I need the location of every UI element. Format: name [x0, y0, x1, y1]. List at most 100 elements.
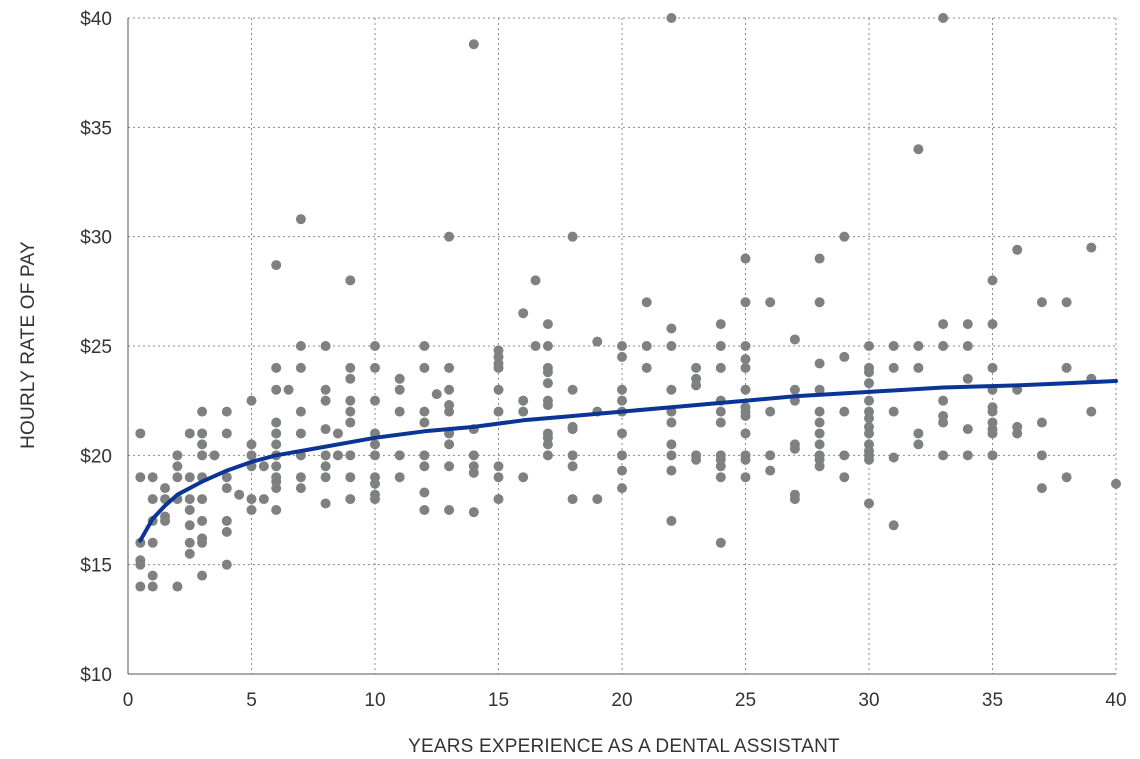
data-point [444, 231, 455, 242]
data-point [839, 406, 850, 417]
x-tick-label: 30 [858, 690, 879, 711]
x-tick-label: 20 [611, 690, 632, 711]
data-point [493, 362, 504, 373]
data-point [184, 505, 195, 515]
data-point [666, 384, 677, 395]
data-point [295, 341, 306, 351]
data-point [295, 406, 306, 417]
data-point [518, 406, 529, 417]
data-point [345, 450, 356, 461]
data-point [135, 472, 146, 483]
data-point [962, 319, 973, 330]
data-point [394, 406, 405, 417]
data-point [1061, 297, 1072, 308]
data-point [246, 439, 257, 450]
data-point [234, 489, 245, 500]
data-point [814, 358, 825, 369]
data-point [814, 297, 825, 308]
data-point [592, 494, 603, 505]
data-point [493, 472, 504, 483]
data-point [765, 297, 776, 308]
data-point [394, 450, 405, 461]
data-point [913, 362, 924, 373]
data-point [345, 362, 356, 373]
data-point [567, 424, 578, 435]
data-point [987, 319, 998, 330]
data-point [617, 341, 627, 351]
scatter-points [135, 13, 1121, 592]
data-point [394, 472, 405, 483]
data-point [666, 450, 677, 461]
data-point [864, 413, 874, 424]
data-point [295, 214, 306, 225]
data-point [839, 351, 850, 362]
data-point [864, 378, 874, 389]
data-point [1111, 478, 1121, 489]
data-point [468, 450, 479, 461]
data-point [271, 505, 282, 515]
data-point [197, 439, 208, 450]
data-point [715, 537, 726, 548]
data-point [962, 450, 973, 461]
data-point [197, 570, 208, 581]
y-tick-label: $20 [80, 446, 112, 467]
data-point [394, 373, 405, 384]
data-point [938, 13, 949, 23]
data-point [419, 362, 430, 373]
data-point [1036, 297, 1047, 308]
data-point [715, 406, 726, 417]
data-point [1036, 450, 1047, 461]
data-point [221, 559, 232, 570]
data-point [765, 450, 776, 461]
data-point [271, 362, 282, 373]
data-point [345, 406, 356, 417]
data-point [419, 406, 430, 417]
data-point [1061, 362, 1072, 373]
data-point [987, 275, 998, 286]
data-point [987, 406, 998, 417]
data-point [320, 450, 331, 461]
data-point [913, 439, 924, 450]
data-point [617, 465, 627, 476]
grid-lines [128, 17, 1117, 674]
data-point [221, 406, 232, 417]
data-point [913, 428, 924, 439]
data-point [864, 454, 874, 465]
data-point [172, 472, 183, 483]
data-point [209, 450, 220, 461]
data-point [888, 341, 899, 351]
data-point [1061, 472, 1072, 483]
data-point [444, 406, 455, 417]
data-point [617, 483, 627, 494]
x-tick-label: 10 [364, 690, 385, 711]
data-point [864, 428, 874, 439]
data-point [271, 260, 282, 271]
data-point [839, 472, 850, 483]
data-point [542, 400, 553, 411]
y-tick-label: $10 [80, 665, 112, 686]
data-point [666, 465, 677, 476]
data-point [184, 537, 195, 548]
data-point [666, 417, 677, 428]
data-point [888, 452, 899, 463]
data-point [135, 537, 146, 548]
data-point [518, 308, 529, 319]
data-point [197, 515, 208, 526]
data-point [715, 362, 726, 373]
data-point [530, 341, 541, 351]
data-point [370, 395, 380, 406]
data-point [864, 498, 874, 509]
data-point [320, 472, 331, 483]
data-point [888, 362, 899, 373]
data-point [691, 454, 702, 465]
data-point [938, 417, 949, 428]
trend-line [138, 379, 1118, 543]
data-point [567, 461, 578, 472]
data-point [147, 494, 158, 505]
data-point [814, 417, 825, 428]
data-point [320, 424, 331, 435]
data-point [1012, 244, 1023, 255]
data-point [814, 253, 825, 264]
data-point [258, 461, 269, 472]
